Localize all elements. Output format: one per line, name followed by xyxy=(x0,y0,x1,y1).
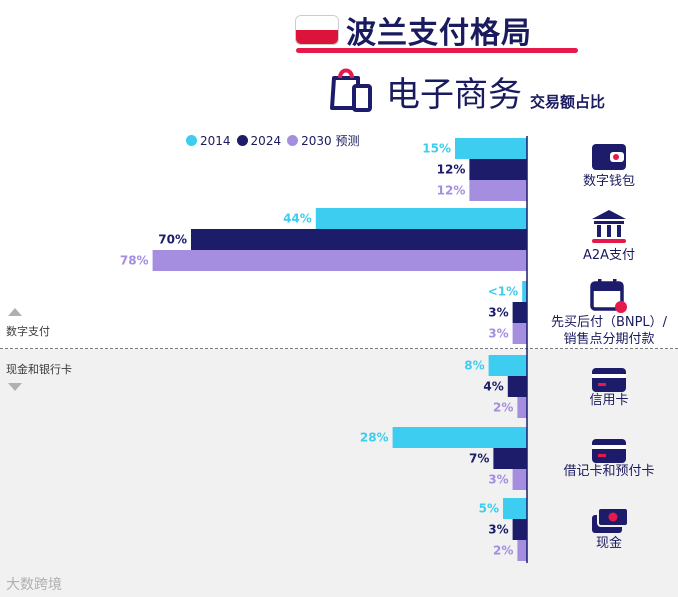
data-label-2024-5: 3% xyxy=(488,523,508,537)
category-label-bnpl: 先买后付（BNPL）/ 销售点分期付款 xyxy=(540,314,678,348)
data-label-2030-0: 12% xyxy=(437,184,466,198)
data-label-2024-1: 70% xyxy=(158,233,187,247)
legend-item-2024: 2024 xyxy=(236,133,282,148)
data-label-2014-2: <1% xyxy=(488,285,518,299)
data-label-2014-0: 15% xyxy=(422,142,451,156)
wallet-icon xyxy=(592,144,626,170)
category-label-debit: 借记卡和预付卡 xyxy=(563,464,655,479)
cash-cards-section-bg xyxy=(0,349,678,597)
category-label-cash: 现金 xyxy=(595,536,622,551)
title-block: 波兰支付格局 xyxy=(296,8,532,52)
bank-icon xyxy=(592,210,626,243)
category-label-credit: 信用卡 xyxy=(589,393,629,408)
data-label-2024-4: 7% xyxy=(469,452,489,466)
poland-flag-icon xyxy=(296,16,338,44)
data-label-2030-3: 2% xyxy=(493,401,513,415)
legend-item-2030: 2030 预测 xyxy=(287,132,359,149)
legend-swatch-2014 xyxy=(186,135,197,146)
chart-subtitle: 电子商务 xyxy=(386,75,522,115)
category-label-wallet: 数字钱包 xyxy=(582,174,635,189)
bar-2030-2 xyxy=(512,323,527,344)
legend-swatch-2024 xyxy=(236,135,248,146)
category-label-bnpl-line1: 先买后付（BNPL）/ xyxy=(550,315,668,330)
bar-2030-3 xyxy=(517,397,527,418)
bar-2024-4 xyxy=(493,448,527,469)
bar-2014-1 xyxy=(315,208,527,229)
data-label-2014-5: 5% xyxy=(479,502,499,516)
down-arrow-icon xyxy=(8,383,22,391)
group-label-cash-cards: 现金和银行卡 xyxy=(6,363,72,376)
title-underline xyxy=(296,48,578,53)
up-arrow-icon xyxy=(8,308,22,316)
subtitle-block: 电子商务 交易额占比 xyxy=(328,66,605,112)
page-title: 波兰支付格局 xyxy=(346,16,532,51)
data-label-2030-1: 78% xyxy=(120,254,149,268)
watermark: 大数跨境 xyxy=(6,577,62,593)
legend-item-2014: 2014 xyxy=(186,134,231,148)
category-label-bnpl-line2: 销售点分期付款 xyxy=(563,332,655,347)
legend: 2014 2024 2030 预测 xyxy=(186,132,365,149)
data-label-2014-1: 44% xyxy=(283,212,312,226)
cash-icon xyxy=(592,507,629,533)
bar-2024-2 xyxy=(512,302,527,323)
legend-label-2014: 2014 xyxy=(200,133,231,148)
bar-2024-3 xyxy=(507,376,527,397)
data-label-2024-3: 4% xyxy=(483,380,503,394)
credit-card-icon xyxy=(592,368,626,392)
data-label-2030-5: 2% xyxy=(493,544,513,558)
data-label-2024-2: 3% xyxy=(488,306,508,320)
data-label-2024-0: 12% xyxy=(437,163,466,177)
bar-2014-0 xyxy=(455,138,527,159)
chart-subtitle-measure: 交易额占比 xyxy=(530,93,606,111)
bar-2014-4 xyxy=(392,427,527,448)
bar-2030-1 xyxy=(152,250,527,271)
legend-label-2024: 2024 xyxy=(250,133,282,148)
data-label-2014-4: 28% xyxy=(360,431,389,445)
bar-2014-5 xyxy=(503,498,527,519)
section-divider xyxy=(0,348,678,349)
legend-swatch-2030 xyxy=(287,135,299,146)
bar-2024-5 xyxy=(512,519,527,540)
bar-2024-0 xyxy=(469,159,527,180)
calendar-icon xyxy=(590,279,627,313)
bar-2030-4 xyxy=(512,469,527,490)
data-label-2030-4: 3% xyxy=(488,473,508,487)
category-label-a2a: A2A支付 xyxy=(582,248,636,263)
data-label-2030-2: 3% xyxy=(488,327,508,341)
legend-label-2030: 2030 预测 xyxy=(301,134,360,148)
bar-2014-2 xyxy=(522,281,527,302)
group-label-digital: 数字支付 xyxy=(6,325,50,338)
bar-2030-5 xyxy=(517,540,527,561)
bar-2024-1 xyxy=(191,229,527,250)
shopping-bag-phone-icon xyxy=(330,68,372,112)
bar-2014-3 xyxy=(488,355,527,376)
debit-card-icon xyxy=(592,439,626,463)
bar-2030-0 xyxy=(469,180,527,201)
data-label-2014-3: 8% xyxy=(464,359,484,373)
